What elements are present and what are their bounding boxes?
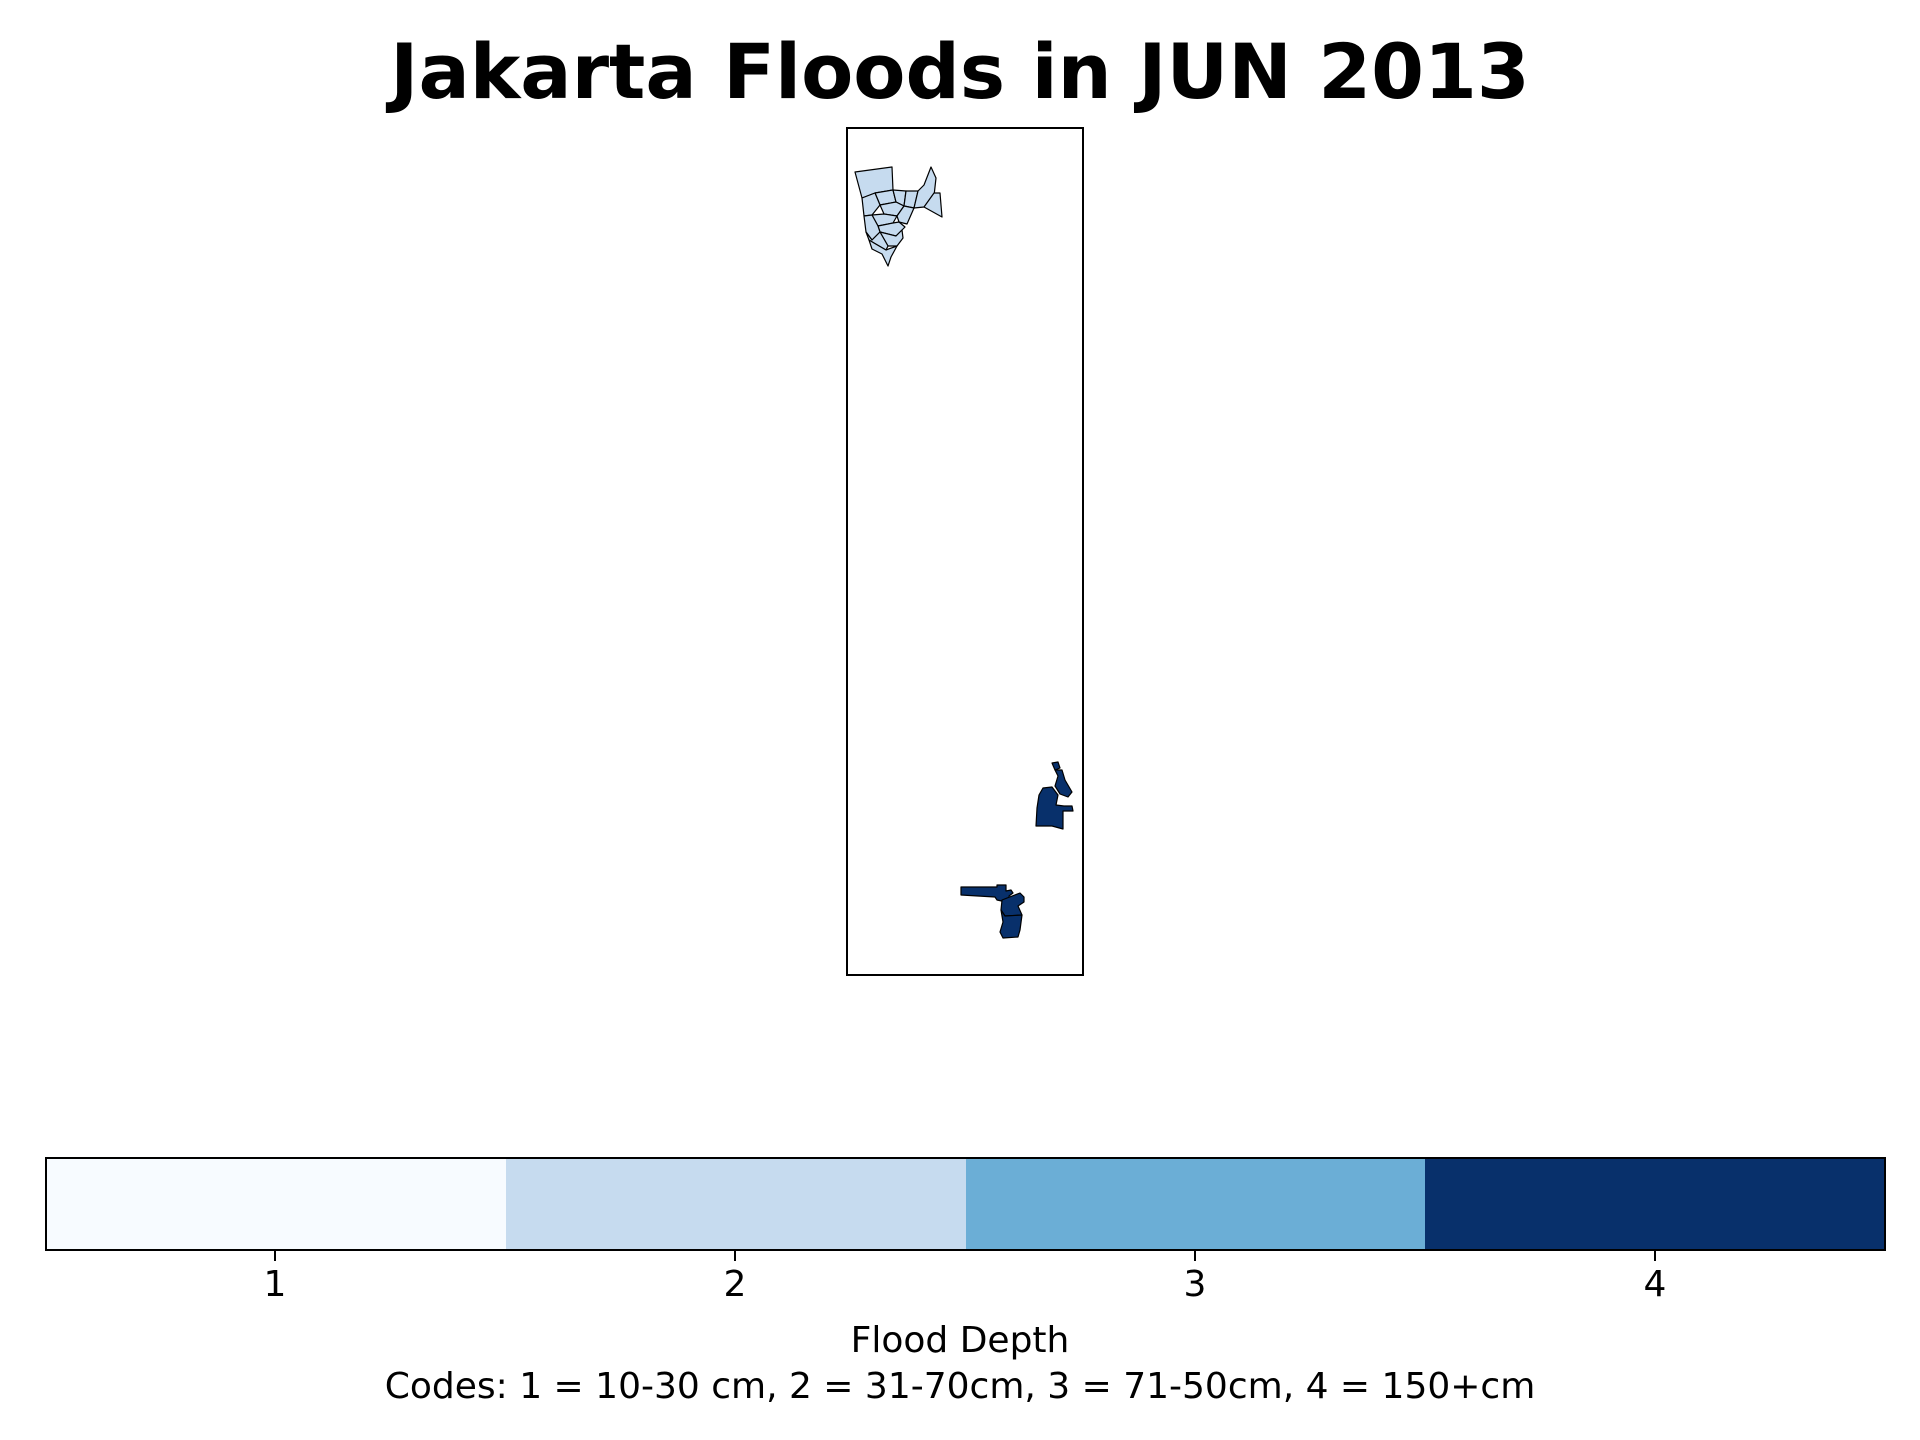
colorbar-tick-3	[1194, 1251, 1196, 1261]
map-canvas	[854, 166, 1074, 939]
colorbar-segment-3	[965, 1159, 1425, 1249]
colorbar-tick-2	[734, 1251, 736, 1261]
colorbar-label: Flood Depth	[850, 1320, 1070, 1361]
district-nw-6	[923, 192, 943, 218]
colorbar-tick-label-4: 4	[1643, 1264, 1667, 1305]
region-south-cluster	[960, 884, 1025, 939]
colorbar-tick-4	[1654, 1251, 1656, 1261]
district-s-1	[960, 884, 1014, 904]
colorbar-codes-note: Codes: 1 = 10-30 cm, 2 = 31-70cm, 3 = 71…	[384, 1366, 1536, 1407]
colorbar-segment-2	[506, 1159, 966, 1249]
colorbar-tick-1	[274, 1251, 276, 1261]
colorbar-tick-label-1: 1	[263, 1264, 287, 1305]
district-nw-15	[868, 239, 898, 267]
colorbar-tick-label-2: 2	[723, 1264, 747, 1305]
colorbar-segment-1	[47, 1159, 507, 1249]
district-s-3	[999, 909, 1023, 939]
flood-depth-colorbar	[45, 1157, 1886, 1251]
colorbar-segment-4	[1424, 1159, 1884, 1249]
region-northwest-cluster	[854, 166, 943, 267]
map-title: Jakarta Floods in JUN 2013	[390, 27, 1530, 116]
region-east-cluster	[1035, 761, 1074, 830]
district-nw-10	[896, 205, 915, 225]
district-nw-7	[861, 192, 881, 217]
map-frame	[846, 127, 1084, 976]
district-e-3	[1035, 786, 1074, 830]
district-e-1	[1051, 761, 1061, 771]
district-e-2	[1054, 769, 1073, 798]
colorbar-tick-label-3: 3	[1183, 1264, 1207, 1305]
